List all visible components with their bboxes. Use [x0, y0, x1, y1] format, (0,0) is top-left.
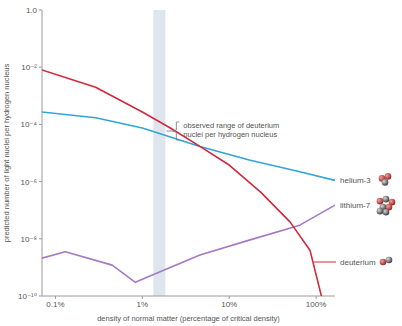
x-axis-title: density of normal matter (percentage of …: [97, 314, 280, 323]
x-tick-label: 0.1%: [46, 300, 64, 309]
nucleon-icon: [380, 259, 387, 266]
y-tick-label: 10⁻⁶: [21, 178, 37, 187]
nucleon-icon: [386, 257, 393, 264]
y-tick-label: 10⁻¹⁰: [18, 292, 37, 301]
y-tick: [39, 181, 42, 182]
y-tick-label: 10⁻²: [21, 63, 37, 72]
nucleon-icon: [383, 209, 390, 216]
x-tick-label: 100%: [306, 300, 326, 309]
series-label: helium-3: [340, 176, 371, 185]
leader-line: [314, 262, 336, 263]
y-tick-label: 10⁻⁴: [20, 120, 37, 129]
annotation: nuclei per hydrogen nucleus: [183, 130, 277, 139]
y-axis: [42, 10, 43, 296]
y-tick: [39, 296, 42, 297]
x-tick: [229, 296, 230, 299]
x-tick: [55, 296, 56, 299]
nucleon-icon: [377, 208, 384, 215]
nucleon-icon: [383, 196, 390, 203]
y-tick: [39, 124, 42, 125]
y-tick: [39, 10, 42, 11]
x-tick-label: 1%: [137, 300, 149, 309]
x-tick-label: 10%: [221, 300, 237, 309]
x-axis: [42, 296, 335, 297]
y-tick: [39, 238, 42, 239]
y-tick-label: 10⁻⁸: [21, 235, 38, 244]
nucleon-icon: [377, 198, 384, 205]
y-tick: [39, 67, 42, 68]
nucleon-icon: [385, 173, 392, 180]
x-tick: [142, 296, 143, 299]
series-line: [42, 205, 335, 282]
y-axis-title: predicted number of light nuclei per hyd…: [2, 64, 11, 243]
annotation-bracket: [166, 122, 179, 140]
annotation: observed range of deuterium: [183, 121, 279, 130]
series-label: deuterium: [340, 258, 376, 267]
series-line: [42, 70, 323, 296]
x-tick: [316, 296, 317, 299]
plot-lines: [42, 70, 335, 296]
nucleon-icon: [382, 179, 389, 186]
chart: 1.0 10⁻² 10⁻⁴ 10⁻⁶ 10⁻⁸ 10⁻¹⁰ 0.1% 1% 10% 100% den…: [0, 0, 402, 326]
series-line: [42, 112, 335, 180]
y-tick-label: 1.0: [26, 6, 38, 15]
shaded-range: [153, 10, 165, 296]
series-label: lithium-7: [340, 201, 371, 210]
